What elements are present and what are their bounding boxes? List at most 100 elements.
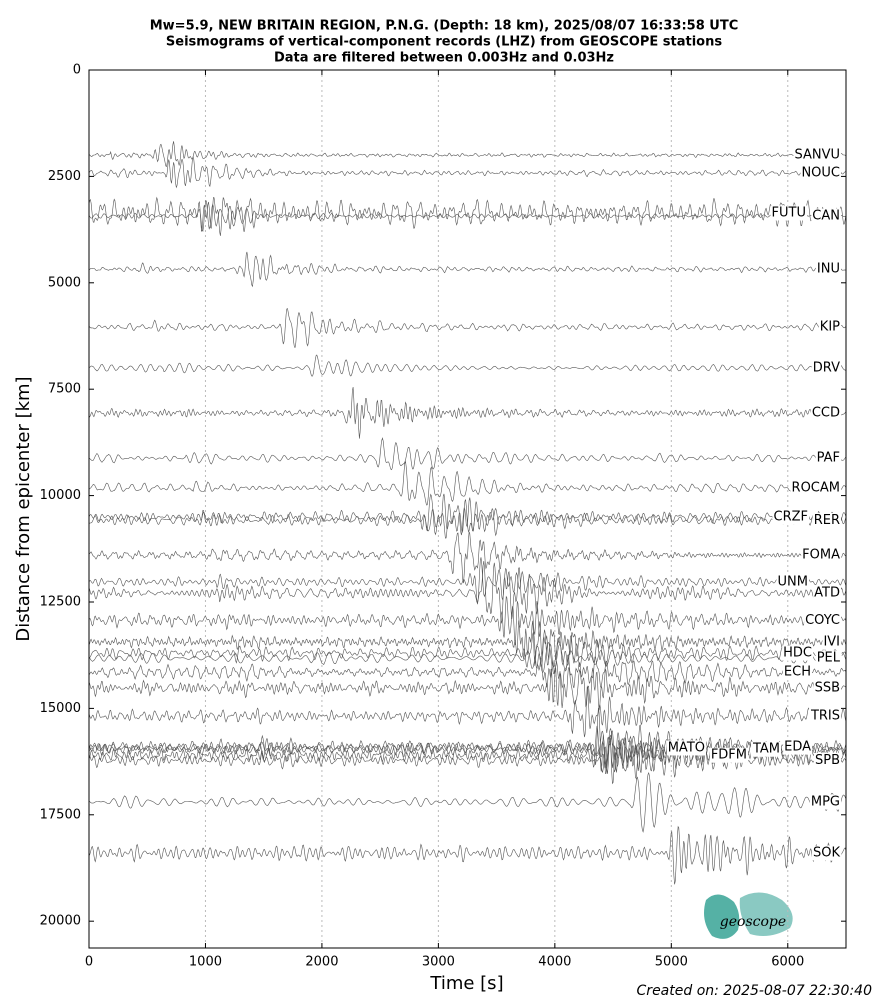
x-tick-label: 2000 bbox=[305, 955, 338, 970]
label-bg bbox=[808, 708, 841, 724]
station-label: INU bbox=[817, 262, 840, 277]
trace bbox=[89, 629, 846, 669]
trace bbox=[89, 771, 846, 833]
station-label: SPB bbox=[815, 753, 840, 768]
station-label: DRV bbox=[813, 360, 840, 375]
y-tick-label: 0 bbox=[73, 63, 81, 78]
label-bg bbox=[818, 319, 842, 335]
trace bbox=[89, 642, 846, 675]
label-bg bbox=[809, 794, 841, 810]
station-label: ROCAM bbox=[792, 480, 840, 495]
label-bg bbox=[801, 547, 842, 563]
station-label: TRIS bbox=[810, 709, 840, 724]
trace bbox=[89, 620, 846, 666]
label-bg bbox=[811, 208, 841, 224]
label-bg bbox=[800, 165, 841, 181]
logo-text: geoscope bbox=[720, 914, 786, 930]
station-label: KIP bbox=[820, 320, 840, 335]
label-bg bbox=[813, 680, 841, 696]
station-label: FOMA bbox=[802, 548, 840, 563]
trace bbox=[89, 437, 846, 471]
station-label: ATD bbox=[814, 586, 840, 601]
station-label: SANVU bbox=[794, 148, 840, 163]
trace bbox=[89, 196, 846, 236]
plot-frame bbox=[88, 69, 847, 949]
label-bg bbox=[666, 740, 706, 756]
label-bg bbox=[813, 585, 841, 601]
y-tick-label: 10000 bbox=[40, 488, 81, 503]
label-bg bbox=[783, 739, 813, 755]
trace bbox=[89, 595, 846, 645]
x-axis-label: Time [s] bbox=[429, 973, 503, 994]
label-bg bbox=[815, 650, 842, 666]
station-label: TAM bbox=[752, 742, 780, 757]
label-bg bbox=[822, 634, 841, 650]
station-label: RER bbox=[814, 513, 840, 528]
label-bg bbox=[770, 205, 807, 221]
station-label: SOK bbox=[813, 846, 840, 861]
station-label: PEL bbox=[817, 651, 841, 666]
label-bg bbox=[772, 509, 809, 525]
y-tick-label: 20000 bbox=[40, 914, 81, 929]
trace bbox=[89, 825, 846, 885]
chart-title: Mw=5.9, NEW BRITAIN REGION, P.N.G. (Dept… bbox=[150, 19, 739, 34]
trace bbox=[89, 354, 846, 377]
station-label: MPG bbox=[811, 795, 840, 810]
trace bbox=[89, 707, 846, 769]
trace bbox=[89, 155, 846, 189]
x-tick-label: 0 bbox=[85, 955, 93, 970]
trace bbox=[89, 531, 846, 584]
logo: geoscope bbox=[704, 892, 793, 939]
label-bg bbox=[811, 845, 842, 861]
x-tick-label: 5000 bbox=[655, 955, 688, 970]
x-tick-label: 3000 bbox=[422, 955, 455, 970]
station-label: NOUC bbox=[801, 165, 840, 180]
station-label: IVI bbox=[823, 634, 840, 649]
y-tick-label: 12500 bbox=[40, 594, 81, 609]
trace bbox=[89, 667, 846, 711]
y-tick-label: 7500 bbox=[48, 382, 81, 397]
station-label: ECH bbox=[784, 665, 811, 680]
x-tick-label: 4000 bbox=[538, 955, 571, 970]
x-tick-label: 1000 bbox=[189, 955, 222, 970]
x-tick-label: 6000 bbox=[771, 955, 804, 970]
station-label: COYC bbox=[805, 613, 840, 628]
station-label: CCD bbox=[812, 406, 840, 421]
label-bg bbox=[804, 612, 841, 628]
trace bbox=[89, 461, 846, 506]
trace bbox=[89, 493, 846, 536]
trace bbox=[89, 499, 846, 539]
label-bg bbox=[812, 512, 841, 528]
label-bg bbox=[811, 360, 842, 376]
chart-subtitle: Seismograms of vertical-component record… bbox=[166, 35, 722, 50]
station-label: CRZF bbox=[774, 509, 809, 524]
label-bg bbox=[782, 645, 813, 661]
trace bbox=[89, 386, 846, 439]
label-bg bbox=[790, 480, 841, 496]
label-bg bbox=[810, 405, 841, 421]
trace bbox=[89, 308, 846, 348]
trace bbox=[89, 561, 846, 624]
trace bbox=[89, 251, 846, 288]
y-tick-label: 5000 bbox=[48, 275, 81, 290]
traces bbox=[89, 141, 846, 885]
station-label: CAN bbox=[812, 208, 840, 223]
station-label: MATO bbox=[668, 740, 705, 755]
station-label: SSB bbox=[815, 680, 840, 695]
label-bg bbox=[813, 752, 841, 768]
y-tick-label: 15000 bbox=[40, 701, 81, 716]
station-label: FUTU bbox=[772, 205, 806, 220]
trace bbox=[89, 141, 846, 167]
station-label: EDA bbox=[784, 740, 811, 755]
label-bg bbox=[709, 747, 748, 763]
created-note: Created on: 2025-08-07 22:30:40 bbox=[637, 983, 873, 999]
station-label: HDC bbox=[783, 646, 812, 661]
label-bg bbox=[782, 664, 812, 680]
label-bg bbox=[793, 147, 841, 163]
y-axis-label: Distance from epicenter [km] bbox=[13, 376, 34, 641]
label-bg bbox=[815, 261, 841, 277]
y-tick-label: 17500 bbox=[40, 807, 81, 822]
trace bbox=[89, 654, 846, 689]
chart-subtitle: Data are filtered between 0.003Hz and 0.… bbox=[274, 51, 614, 66]
